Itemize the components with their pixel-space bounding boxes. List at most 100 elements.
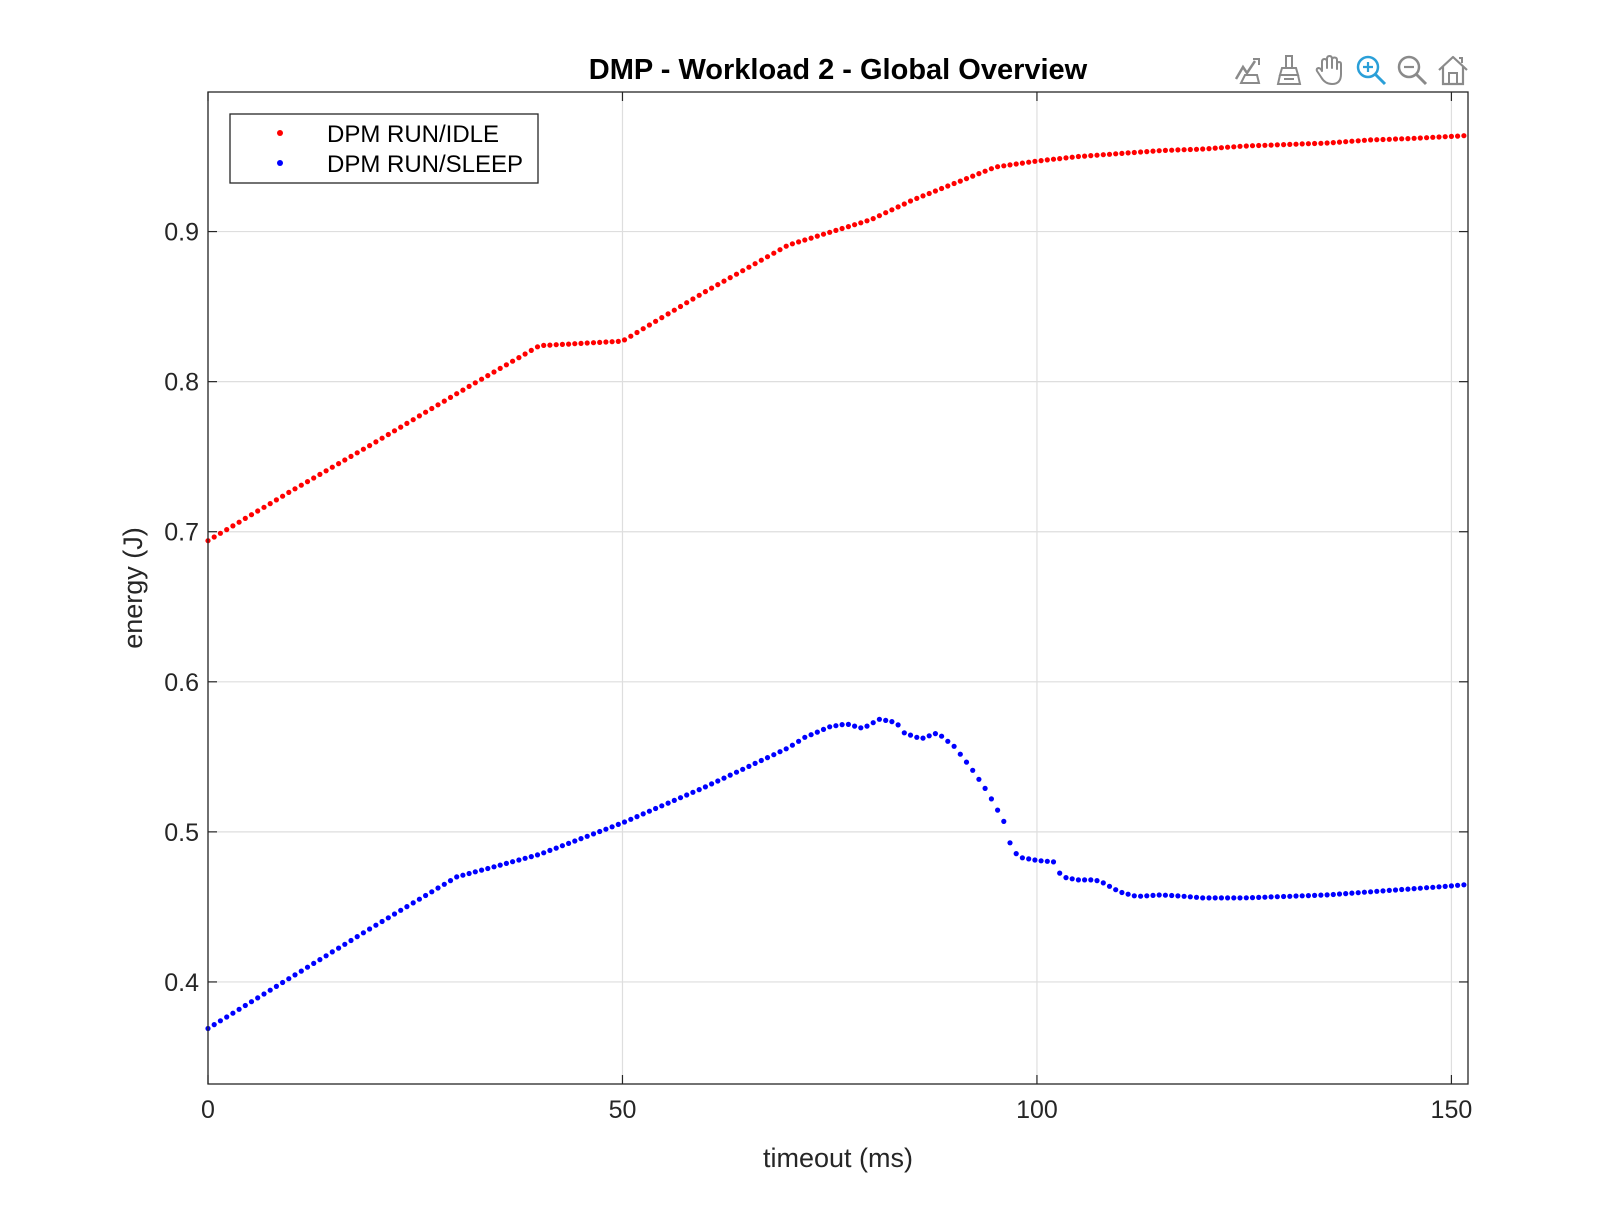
data-point <box>1063 155 1069 161</box>
data-point <box>1082 153 1088 159</box>
data-point <box>416 413 422 419</box>
data-point <box>684 300 690 306</box>
data-point <box>1150 892 1156 899</box>
data-point <box>1026 856 1032 862</box>
data-point <box>1218 145 1224 151</box>
data-point <box>845 224 852 230</box>
data-point <box>1330 140 1336 146</box>
data-point <box>1442 134 1448 140</box>
data-point <box>839 225 845 232</box>
data-point <box>379 435 385 441</box>
zoom-in-button[interactable] <box>1351 50 1390 90</box>
data-point <box>224 1014 230 1020</box>
data-point <box>1405 886 1411 892</box>
data-point <box>1299 141 1305 147</box>
data-point <box>1187 894 1193 900</box>
data-point <box>1312 140 1318 147</box>
data-point <box>1430 134 1436 140</box>
data-point <box>1212 895 1218 901</box>
data-point <box>385 915 391 921</box>
data-point <box>1380 136 1386 143</box>
data-point <box>367 443 373 449</box>
data-point <box>1361 889 1367 895</box>
data-point <box>497 862 503 868</box>
data-point <box>1448 133 1454 139</box>
data-point <box>472 869 478 875</box>
data-point <box>1044 157 1050 163</box>
data-point <box>758 257 764 263</box>
data-point <box>348 937 354 944</box>
data-point <box>1249 895 1256 901</box>
data-point <box>709 285 715 291</box>
data-point <box>211 1022 217 1028</box>
data-point <box>435 402 441 408</box>
zoom-in-icon <box>1356 55 1386 86</box>
data-point <box>771 250 777 256</box>
data-point <box>541 850 547 856</box>
data-point <box>914 195 920 201</box>
x-axis-label: timeout (ms) <box>763 1143 913 1173</box>
data-point <box>429 889 435 895</box>
data-point <box>939 733 945 739</box>
data-point <box>479 867 485 873</box>
data-point <box>497 365 503 371</box>
data-point <box>534 344 541 350</box>
data-point <box>1274 894 1280 900</box>
data-point <box>1336 891 1343 897</box>
data-point <box>659 803 665 809</box>
data-tips-button[interactable] <box>1228 50 1267 90</box>
data-point <box>1368 137 1374 143</box>
data-point <box>802 237 808 243</box>
data-point <box>1436 134 1442 140</box>
x-tick-label: 100 <box>1016 1096 1058 1124</box>
grid <box>207 92 1468 1084</box>
pan-button[interactable] <box>1310 50 1349 90</box>
data-point <box>447 394 454 400</box>
data-point <box>373 922 379 928</box>
data-point <box>1001 163 1007 169</box>
data-point <box>248 999 255 1005</box>
data-point <box>640 811 646 817</box>
data-point <box>1181 147 1187 153</box>
data-point <box>522 855 528 861</box>
data-point <box>1001 818 1007 825</box>
data-point <box>261 504 267 510</box>
data-point <box>659 315 665 321</box>
data-point <box>1231 895 1237 901</box>
data-point <box>1069 154 1075 160</box>
zoom-out-button[interactable] <box>1392 50 1431 90</box>
data-point <box>329 464 335 470</box>
legend-entry-sleep: DPM RUN/SLEEP <box>327 151 523 178</box>
y-tick-label: 0.8 <box>164 369 199 397</box>
data-point <box>1324 140 1330 146</box>
legend[interactable]: DPM RUN/IDLE DPM RUN/SLEEP <box>229 113 539 184</box>
data-point <box>1274 142 1280 148</box>
data-point <box>895 722 901 728</box>
home-button[interactable] <box>1433 50 1472 90</box>
data-point <box>1237 143 1243 149</box>
data-point <box>820 231 827 237</box>
data-point <box>1144 149 1150 155</box>
data-point <box>1281 893 1287 900</box>
data-point <box>883 717 889 724</box>
data-point <box>777 749 783 755</box>
data-point <box>509 859 516 865</box>
data-point <box>1050 859 1057 865</box>
data-point <box>485 865 491 872</box>
data-point <box>995 807 1001 813</box>
data-point <box>1417 885 1423 891</box>
data-point <box>1156 892 1162 898</box>
data-point <box>932 188 939 194</box>
data-point <box>1374 888 1380 894</box>
data-point <box>566 341 572 347</box>
data-tips-icon <box>1234 58 1260 84</box>
data-point <box>796 738 802 744</box>
data-point <box>590 831 597 837</box>
data-point <box>1082 877 1088 883</box>
data-point <box>1411 135 1417 141</box>
data-point <box>472 380 478 386</box>
data-point <box>808 235 814 241</box>
data-point <box>1243 895 1249 901</box>
data-point <box>454 391 460 397</box>
brush-button[interactable] <box>1269 50 1308 90</box>
